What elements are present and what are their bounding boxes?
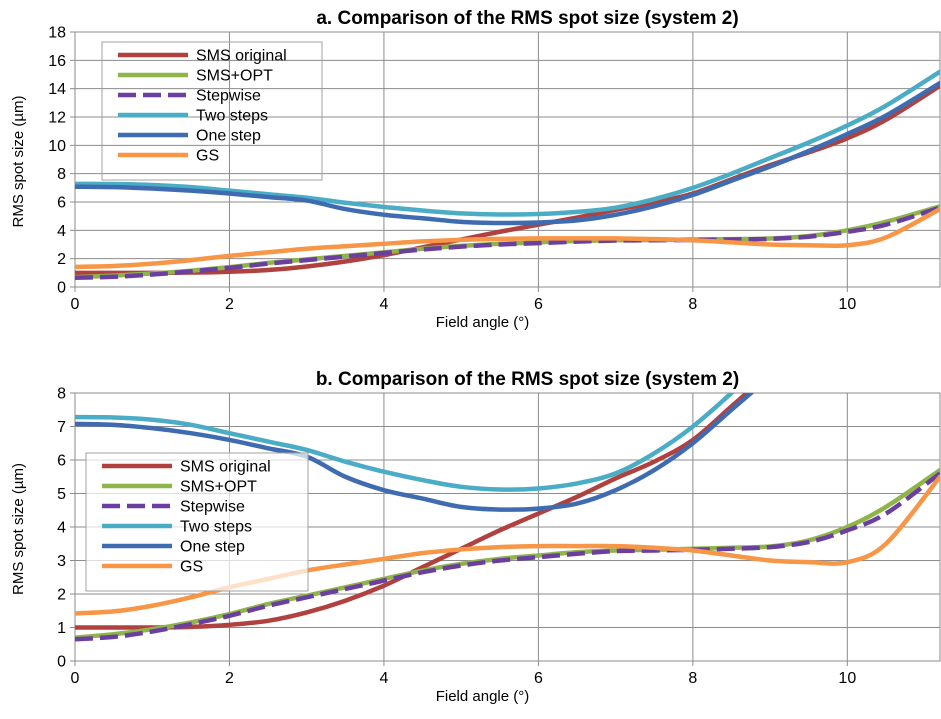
series-line-one-step	[75, 80, 940, 226]
chart-title: a. Comparison of the RMS spot size (syst…	[316, 8, 738, 29]
x-tick-label: 6	[534, 296, 543, 313]
y-tick-label: 16	[48, 53, 66, 70]
legend-label: GS	[196, 148, 219, 165]
y-tick-label: 2	[57, 251, 66, 268]
series-lines	[75, 69, 940, 281]
x-tick-label: 2	[225, 670, 234, 687]
series-line-gs	[75, 206, 940, 270]
x-tick-label: 10	[838, 296, 856, 313]
y-tick-label: 0	[57, 654, 66, 671]
y-tick-label: 12	[48, 110, 66, 127]
y-tick-label: 4	[57, 520, 66, 537]
x-axis-label: Field angle (°)	[436, 314, 530, 331]
y-tick-label: 0	[57, 280, 66, 297]
series-line-stepwise	[75, 205, 940, 281]
legend-label: SMS+OPT	[196, 68, 273, 85]
series-line-one-step	[75, 393, 755, 512]
x-tick-label: 0	[71, 670, 80, 687]
y-tick-label: 5	[57, 486, 66, 503]
y-tick-label: 6	[57, 195, 66, 212]
y-tick-label: 8	[57, 166, 66, 183]
x-tick-label: 0	[71, 296, 80, 313]
y-axis-label: RMS spot size (µm)	[10, 463, 27, 595]
y-tick-label: 7	[57, 419, 66, 436]
legend-label: Stepwise	[180, 499, 245, 516]
legend-label: Stepwise	[196, 88, 261, 105]
series-lines	[75, 393, 940, 642]
series-line-two-steps	[75, 69, 940, 217]
y-tick-label: 1	[57, 620, 66, 637]
series-line-two-steps	[75, 393, 735, 492]
legend-label: Two steps	[196, 108, 268, 125]
y-tick-label: 4	[57, 223, 66, 240]
legend: SMS original SMS+OPT Stepwise Two steps One …	[85, 452, 309, 592]
series-line-sms-original	[75, 393, 751, 630]
x-tick-label: 8	[688, 296, 697, 313]
plot-area-border	[74, 392, 941, 662]
series-line-stepwise	[75, 471, 940, 642]
legend-label: One step	[180, 539, 245, 556]
legend-label: Two steps	[180, 519, 252, 536]
x-tick-label: 2	[225, 296, 234, 313]
legend-label: SMS original	[196, 48, 287, 65]
legend-label: One step	[196, 128, 261, 145]
legend-label: GS	[180, 559, 203, 576]
y-tick-label: 3	[57, 553, 66, 570]
legend-box	[101, 41, 323, 181]
y-tick-label: 10	[48, 138, 66, 155]
x-tick-label: 4	[379, 670, 388, 687]
x-tick-label: 10	[838, 670, 856, 687]
x-tick-label: 8	[688, 670, 697, 687]
chart-panel: a. Comparison of the RMS spot size (syst…	[10, 8, 941, 331]
y-tick-label: 2	[57, 587, 66, 604]
x-axis-label: Field angle (°)	[436, 688, 530, 705]
chart-panel: b. Comparison of the RMS spot size (syst…	[10, 369, 941, 705]
legend-label: SMS original	[180, 459, 271, 476]
y-tick-label: 6	[57, 453, 66, 470]
y-tick-label: 8	[57, 386, 66, 403]
y-tick-label: 18	[48, 25, 66, 42]
chart-title: b. Comparison of the RMS spot size (syst…	[316, 369, 739, 390]
y-tick-label: 14	[48, 81, 66, 98]
y-axis-label: RMS spot size (µm)	[10, 96, 27, 228]
x-tick-label: 6	[534, 670, 543, 687]
x-tick-label: 4	[379, 296, 388, 313]
plot-area-border	[74, 31, 941, 288]
legend: SMS original SMS+OPT Stepwise Two steps One …	[101, 41, 323, 181]
legend-label: SMS+OPT	[180, 479, 257, 496]
